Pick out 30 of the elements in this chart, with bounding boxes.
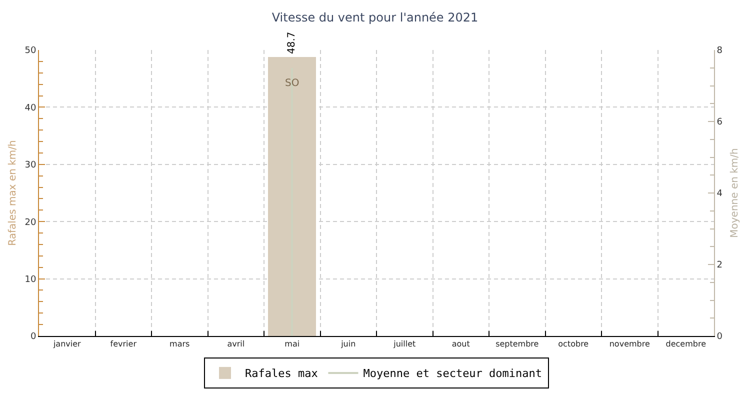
y2-tick-label: 2 <box>716 260 723 271</box>
x-tick-label: novembre <box>609 340 650 349</box>
x-tick-label: mars <box>170 340 190 349</box>
legend-label: Moyenne et secteur dominant <box>363 367 542 380</box>
x-tick-label: fevrier <box>110 340 138 349</box>
legend-label: Rafales max <box>245 367 318 380</box>
x-tick-label: juin <box>340 340 356 349</box>
y-tick-label: 10 <box>24 274 36 285</box>
y-axis-title: Rafales max en km/h <box>8 140 19 246</box>
x-tick-label: juillet <box>392 340 416 349</box>
data-label: SO <box>285 78 300 89</box>
x-tick-label: octobre <box>558 340 589 349</box>
y2-tick-label: 0 <box>716 332 723 342</box>
y-tick-label: 20 <box>24 218 36 228</box>
x-tick-label: avril <box>227 340 245 349</box>
y2-axis-title: Moyenne en km/h <box>729 148 740 238</box>
y-tick-label: 0 <box>30 332 36 342</box>
x-tick-label: septembre <box>496 340 539 349</box>
x-tick-label: aout <box>452 340 470 349</box>
x-tick-label: mai <box>284 340 300 349</box>
x-tick-label: janvier <box>52 340 82 349</box>
y-tick-label: 50 <box>24 46 36 56</box>
x-tick-label: decembre <box>666 340 706 349</box>
y2-tick-label: 6 <box>716 118 723 128</box>
y-tick-label: 30 <box>24 160 36 171</box>
chart-title: Vitesse du vent pour l'année 2021 <box>272 10 478 24</box>
data-label: 48.7 <box>286 32 298 54</box>
y-tick-label: 40 <box>24 103 36 114</box>
y2-tick-label: 8 <box>716 46 723 56</box>
y2-tick-label: 4 <box>716 189 723 200</box>
